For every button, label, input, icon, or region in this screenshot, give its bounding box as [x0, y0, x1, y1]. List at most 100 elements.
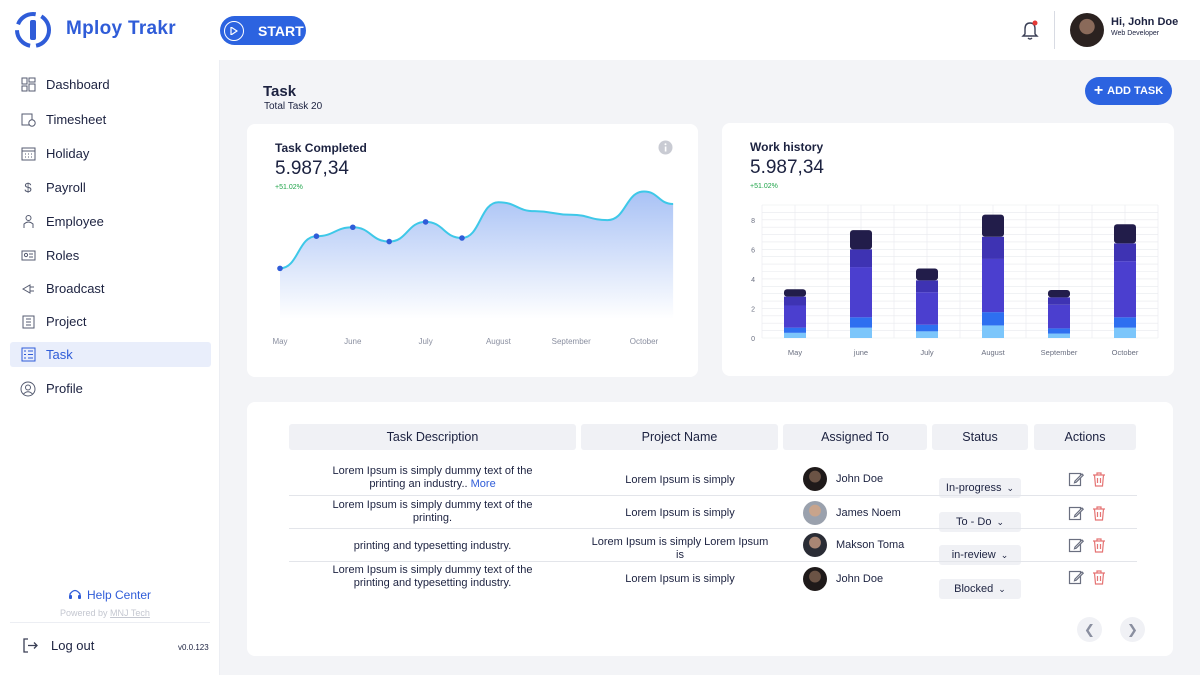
task-description: printing and typesetting industry.	[353, 540, 512, 552]
powered-by: Powered by MNJ Tech	[60, 608, 150, 618]
chart-title: Task Completed	[275, 141, 367, 155]
chart-delta: +51.02%	[750, 183, 778, 190]
status-value: To - Do	[955, 516, 992, 528]
column-header-assigned-to[interactable]: Assigned To	[783, 424, 927, 450]
area-fill	[280, 191, 674, 319]
work-history-card: Work history 5.987,34 +51.02% 0 2 4 6 8 May ju…	[722, 123, 1174, 376]
status-dropdown[interactable]: To - Do ⌄	[939, 512, 1021, 532]
user-avatar[interactable]	[1070, 13, 1104, 47]
bar-segment	[982, 236, 1004, 259]
start-button[interactable]: START	[220, 16, 306, 45]
edit-icon[interactable]	[1068, 537, 1084, 553]
task-completed-card: Task Completed 5.987,34 +51.02% May June J…	[247, 124, 698, 377]
sidebar-item-broadcast[interactable]: Broadcast	[10, 276, 211, 301]
add-task-label: ADD TASK	[1107, 85, 1164, 97]
add-task-button[interactable]: + ADD TASK	[1085, 77, 1172, 105]
sidebar-item-payroll[interactable]: $ Payroll	[10, 175, 211, 200]
status-dropdown[interactable]: In-progress ⌄	[939, 478, 1021, 498]
status-value: in-review	[951, 549, 996, 561]
chart-delta: +51.02%	[275, 184, 303, 191]
bar-segment	[1048, 289, 1070, 298]
sidebar-item-timesheet[interactable]: Timesheet	[10, 107, 211, 132]
bar-segment	[1048, 297, 1070, 305]
chart-value: 5.987,34	[275, 158, 349, 179]
y-tick-label: 8	[751, 218, 755, 225]
status-dropdown[interactable]: in-review ⌄	[939, 545, 1021, 565]
chevron-right-icon: ❯	[1127, 621, 1138, 637]
bar-segment	[916, 331, 938, 338]
task-description: Lorem Ipsum is simply dummy text of the …	[332, 499, 533, 524]
bar-segment	[1114, 261, 1136, 318]
x-tick-label: September	[552, 337, 591, 346]
bar-segment	[850, 249, 872, 268]
sidebar-item-profile[interactable]: Profile	[10, 376, 211, 401]
help-center-label: Help Center	[87, 588, 152, 602]
data-point	[386, 238, 392, 245]
bar-segment	[982, 312, 1004, 326]
play-icon	[224, 20, 244, 41]
sidebar-item-roles[interactable]: Roles	[10, 243, 211, 268]
x-tick-label: October	[630, 337, 659, 346]
logout-button[interactable]: Log out	[22, 638, 94, 653]
row-divider	[289, 561, 1137, 562]
x-tick-label: July	[920, 348, 934, 357]
logout-label: Log out	[51, 638, 95, 653]
bar-segment	[916, 280, 938, 293]
notification-bell-icon[interactable]	[1020, 20, 1040, 42]
bar-segment	[1114, 327, 1136, 338]
sidebar-item-employee[interactable]: Employee	[10, 209, 211, 234]
x-tick-label: September	[1041, 348, 1078, 357]
delete-icon[interactable]	[1091, 505, 1107, 521]
sidebar-item-holiday[interactable]: Holiday	[10, 141, 211, 166]
column-header-task-description[interactable]: Task Description	[289, 424, 576, 450]
x-tick-label: June	[344, 337, 362, 346]
project-icon	[20, 314, 36, 330]
edit-icon[interactable]	[1068, 505, 1084, 521]
bar-segment	[784, 332, 806, 338]
next-page-button[interactable]: ❯	[1120, 617, 1145, 642]
edit-icon[interactable]	[1068, 471, 1084, 487]
y-tick-label: 6	[751, 247, 755, 254]
y-tick-label: 2	[751, 306, 755, 313]
bar-segment	[982, 214, 1004, 237]
help-center-link[interactable]: Help Center	[68, 588, 151, 602]
sidebar-item-task[interactable]: Task	[10, 342, 211, 367]
data-point	[459, 235, 465, 241]
series-line	[279, 190, 674, 270]
avatar	[803, 567, 827, 591]
data-point	[313, 233, 320, 239]
project-name: Lorem Ipsum is simply	[625, 474, 735, 486]
data-point	[277, 265, 283, 272]
bar-segment	[916, 324, 938, 332]
column-header-status[interactable]: Status	[932, 424, 1028, 450]
x-tick-label: May	[788, 348, 802, 357]
sidebar-item-project[interactable]: Project	[10, 309, 211, 334]
sidebar-item-label: Employee	[46, 214, 104, 229]
previous-page-button[interactable]: ❮	[1077, 617, 1102, 642]
sidebar-item-dashboard[interactable]: Dashboard	[10, 72, 211, 97]
delete-icon[interactable]	[1091, 537, 1107, 553]
bar-segment	[982, 258, 1004, 313]
status-value: In-progress	[945, 482, 1002, 494]
data-point	[350, 224, 356, 231]
sidebar-item-label: Holiday	[46, 146, 90, 161]
more-link[interactable]: More	[470, 478, 496, 490]
powered-by-company[interactable]: MNJ Tech	[110, 608, 150, 618]
bar-segment	[1048, 304, 1070, 329]
project-name: Lorem Ipsum is simply	[625, 507, 735, 519]
column-header-project-name[interactable]: Project Name	[581, 424, 778, 450]
delete-icon[interactable]	[1091, 471, 1107, 487]
dashboard-icon	[20, 77, 36, 93]
status-dropdown[interactable]: Blocked ⌄	[939, 579, 1021, 599]
edit-icon[interactable]	[1068, 569, 1084, 585]
broadcast-icon	[20, 281, 36, 297]
bar-segment	[784, 296, 806, 306]
row-divider	[289, 528, 1137, 529]
column-header-actions[interactable]: Actions	[1034, 424, 1136, 450]
status-value: Blocked	[954, 583, 994, 595]
avatar	[803, 501, 827, 525]
bar-segment	[1114, 224, 1136, 244]
delete-icon[interactable]	[1091, 569, 1107, 585]
info-icon[interactable]	[658, 140, 673, 155]
task-description: Lorem Ipsum is simply dummy text of the …	[320, 465, 545, 491]
